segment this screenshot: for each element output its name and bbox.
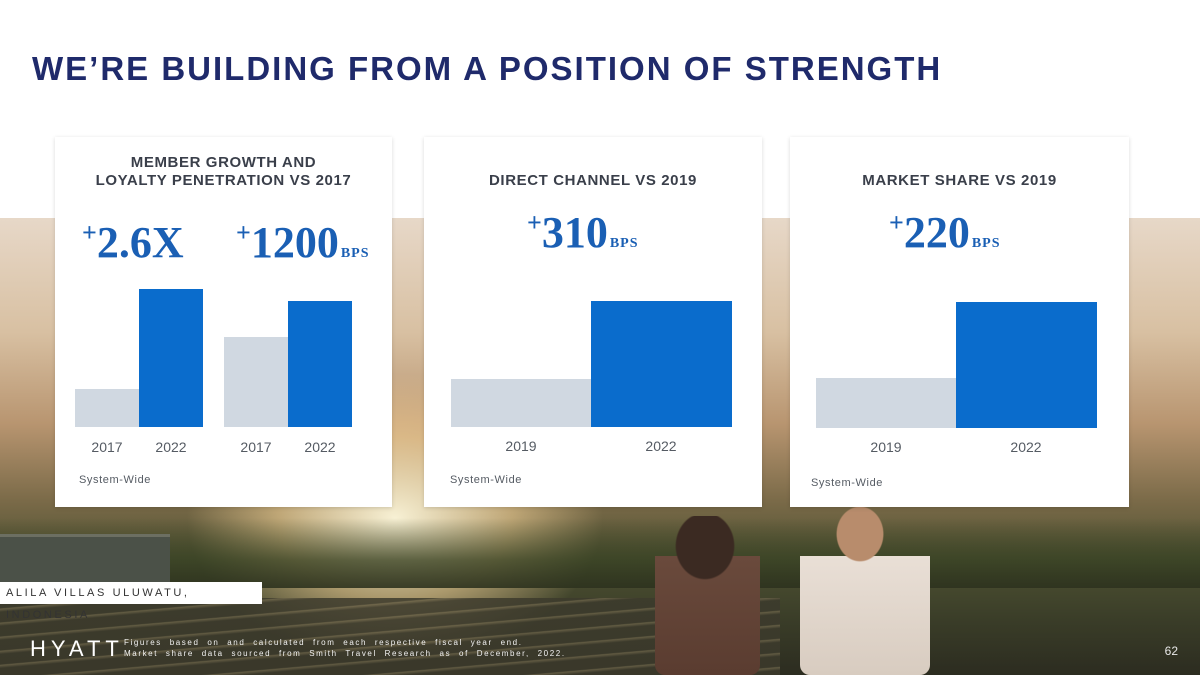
slide-title: WE’RE BUILDING FROM A POSITION OF STRENG… [32, 50, 943, 87]
metric-market-share: +220 BPS [889, 207, 1001, 258]
card-title-line-2: LOYALTY PENETRATION VS 2017 [95, 172, 352, 189]
bar-2022-loyalty [288, 301, 352, 427]
metric-unit: BPS [340, 246, 370, 261]
card-title: MEMBER GROWTH AND LOYALTY PENETRATION VS… [55, 154, 392, 190]
hyatt-logo: HYATT [30, 636, 124, 661]
villa-building [0, 534, 170, 585]
tick-label-2019: 2019 [870, 439, 902, 455]
metric-direct-channel: +310 BPS [527, 207, 639, 258]
metric-value: 2.6X [96, 218, 184, 267]
bar-2022-direct [591, 301, 732, 427]
bar-2019-market [816, 378, 956, 428]
card-title: DIRECT CHANNEL VS 2019 [489, 172, 697, 189]
man-figure [800, 506, 930, 675]
metric-plus: + [527, 208, 542, 237]
footnotes: Figures based on and calculated from eac… [124, 637, 566, 659]
metric-loyalty-penetration: +1200 BPS [236, 217, 370, 268]
metric-value: 1200 [250, 218, 339, 267]
page-number: 62 [1164, 644, 1178, 658]
tick-label-2019: 2019 [505, 438, 537, 454]
card-market-share: MARKET SHARE VS 2019 +220 BPS 2019 2022 S… [790, 137, 1129, 507]
location-caption: ALILA VILLAS ULUWATU, INDONESIA [0, 582, 262, 621]
card-title-line-1: MEMBER GROWTH AND [130, 154, 317, 171]
metric-unit: BPS [971, 236, 1001, 251]
footnote-system-wide: System-Wide [811, 477, 883, 489]
metric-plus: + [236, 218, 251, 247]
metric-plus: + [889, 208, 904, 237]
bar-2017-member [75, 389, 139, 427]
metric-value: 310 [541, 208, 608, 257]
metric-unit: BPS [609, 236, 639, 251]
bar-2022-member [139, 289, 203, 427]
metric-value: 220 [903, 208, 970, 257]
footnote-line-1: Figures based on and calculated from eac… [124, 638, 523, 647]
card-direct-channel: DIRECT CHANNEL VS 2019 +310 BPS 2019 2022… [424, 137, 762, 507]
treeline [0, 518, 1200, 588]
card-title: MARKET SHARE VS 2019 [862, 172, 1057, 189]
terrace-field [0, 598, 780, 675]
metric-member-growth: +2.6X [82, 217, 184, 268]
metric-plus: + [82, 218, 97, 247]
bar-2022-market [956, 302, 1097, 428]
tick-label-2022: 2022 [1010, 439, 1042, 455]
footnote-system-wide: System-Wide [79, 474, 151, 486]
woman-figure [655, 516, 760, 675]
tick-label-2022: 2022 [645, 438, 677, 454]
tick-label-2022: 2022 [304, 439, 336, 455]
tick-label-2022: 2022 [155, 439, 187, 455]
footnote-system-wide: System-Wide [450, 474, 522, 486]
card-member-growth: MEMBER GROWTH AND LOYALTY PENETRATION VS… [55, 137, 392, 507]
bar-2017-loyalty [224, 337, 288, 427]
bar-2019-direct [451, 379, 591, 427]
tick-label-2017: 2017 [91, 439, 123, 455]
tick-label-2017: 2017 [240, 439, 272, 455]
footnote-line-2: Market share data sourced from Smith Tra… [124, 649, 566, 658]
